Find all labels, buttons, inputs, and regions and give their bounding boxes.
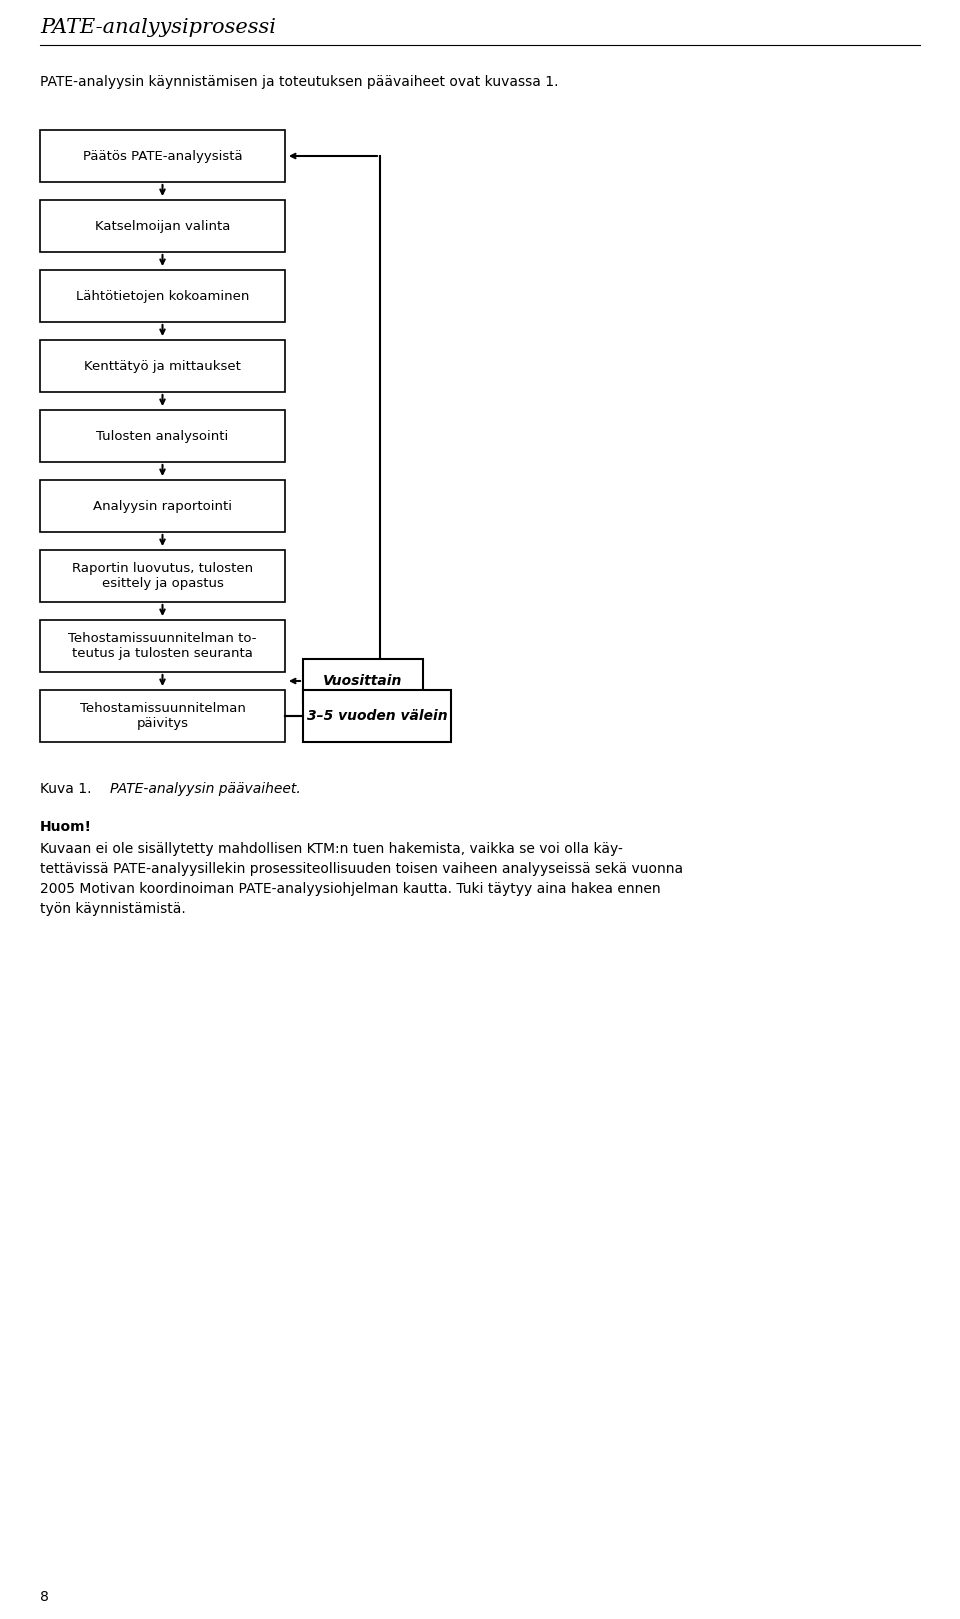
Text: PATE-analyysin käynnistämisen ja toteutuksen päävaiheet ovat kuvassa 1.: PATE-analyysin käynnistämisen ja toteutu… <box>40 74 559 89</box>
Text: Kuva 1.: Kuva 1. <box>40 782 91 797</box>
Text: Tulosten analysointi: Tulosten analysointi <box>96 429 228 442</box>
Text: PATE-analyysiprosessi: PATE-analyysiprosessi <box>40 18 276 37</box>
Text: Lähtötietojen kokoaminen: Lähtötietojen kokoaminen <box>76 290 250 303</box>
Bar <box>40 340 285 392</box>
Text: 8: 8 <box>40 1590 49 1604</box>
Text: Tehostamissuunnitelman to-
teutus ja tulosten seuranta: Tehostamissuunnitelman to- teutus ja tul… <box>68 631 256 661</box>
Bar <box>40 479 285 533</box>
Bar <box>303 659 423 703</box>
Text: PATE-analyysin päävaiheet.: PATE-analyysin päävaiheet. <box>110 782 300 797</box>
Text: 3–5 vuoden välein: 3–5 vuoden välein <box>306 709 447 724</box>
Text: tettävissä PATE-analyysillekin prosessiteollisuuden toisen vaiheen analyyseissä : tettävissä PATE-analyysillekin prosessit… <box>40 861 684 876</box>
Text: Katselmoijan valinta: Katselmoijan valinta <box>95 220 230 233</box>
Text: työn käynnistämistä.: työn käynnistämistä. <box>40 902 185 916</box>
Text: Raportin luovutus, tulosten
esittely ja opastus: Raportin luovutus, tulosten esittely ja … <box>72 562 253 589</box>
Text: Huom!: Huom! <box>40 819 92 834</box>
Text: Kenttätyö ja mittaukset: Kenttätyö ja mittaukset <box>84 359 241 372</box>
Bar <box>40 201 285 253</box>
Text: Analyysin raportointi: Analyysin raportointi <box>93 500 232 513</box>
Bar <box>40 270 285 322</box>
Bar <box>303 690 451 742</box>
Bar <box>40 690 285 742</box>
Text: Vuosittain: Vuosittain <box>324 674 402 688</box>
Bar <box>40 620 285 672</box>
Text: Päätös PATE-analyysistä: Päätös PATE-analyysistä <box>83 149 242 162</box>
Text: Tehostamissuunnitelman
päivitys: Tehostamissuunnitelman päivitys <box>80 703 246 730</box>
Bar <box>40 550 285 602</box>
Bar <box>40 130 285 181</box>
Text: 2005 Motivan koordinoiman PATE-analyysiohjelman kautta. Tuki täytyy aina hakea e: 2005 Motivan koordinoiman PATE-analyysio… <box>40 882 660 895</box>
Bar <box>40 410 285 461</box>
Text: Kuvaan ei ole sisällytetty mahdollisen KTM:n tuen hakemista, vaikka se voi olla : Kuvaan ei ole sisällytetty mahdollisen K… <box>40 842 623 856</box>
